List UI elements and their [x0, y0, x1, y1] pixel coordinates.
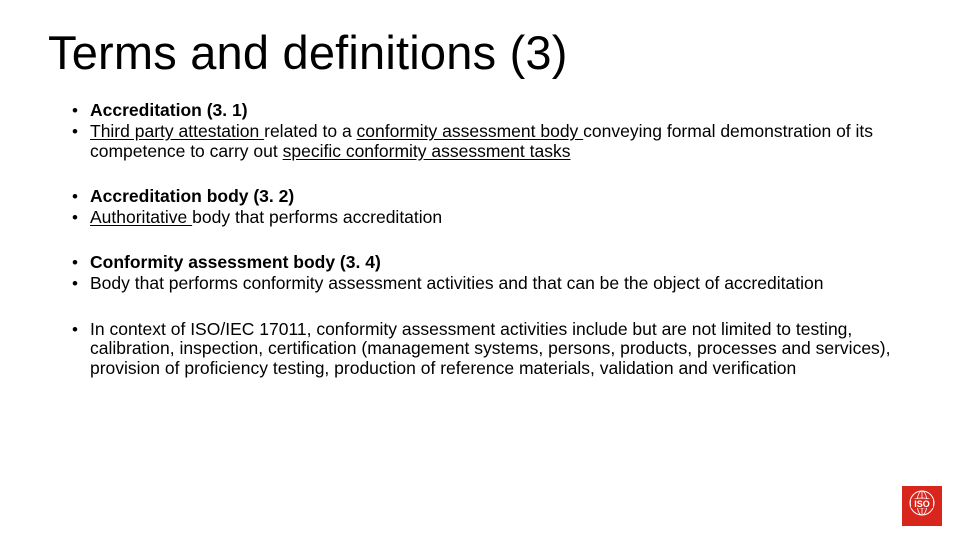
- bullet-text: Accreditation body (3. 2): [90, 187, 912, 207]
- iso-logo: ISO: [902, 486, 942, 526]
- bullet-item: •Conformity assessment body (3. 4): [72, 253, 912, 273]
- bullet-dot: •: [72, 320, 90, 339]
- bullet-text: In context of ISO/IEC 17011, conformity …: [90, 320, 912, 379]
- bullet-dot: •: [72, 187, 90, 206]
- bullet-group: •In context of ISO/IEC 17011, conformity…: [72, 320, 912, 379]
- bullet-text: Conformity assessment body (3. 4): [90, 253, 912, 273]
- bullet-item: •Authoritative body that performs accred…: [72, 208, 912, 228]
- slide-title: Terms and definitions (3): [48, 28, 912, 77]
- bullet-group: •Accreditation (3. 1)•Third party attest…: [72, 101, 912, 161]
- bullet-dot: •: [72, 253, 90, 272]
- bullet-text: Third party attestation related to a con…: [90, 122, 912, 161]
- bullet-content: •Accreditation (3. 1)•Third party attest…: [48, 101, 912, 378]
- bullet-text: Accreditation (3. 1): [90, 101, 912, 121]
- bullet-dot: •: [72, 274, 90, 293]
- bullet-dot: •: [72, 101, 90, 120]
- bullet-text: Authoritative body that performs accredi…: [90, 208, 912, 228]
- bullet-text: Body that performs conformity assessment…: [90, 274, 912, 294]
- bullet-dot: •: [72, 122, 90, 141]
- bullet-group: •Conformity assessment body (3. 4)•Body …: [72, 253, 912, 293]
- bullet-item: •Body that performs conformity assessmen…: [72, 274, 912, 294]
- bullet-item: •In context of ISO/IEC 17011, conformity…: [72, 320, 912, 379]
- svg-text:ISO: ISO: [914, 499, 930, 509]
- bullet-group: •Accreditation body (3. 2)•Authoritative…: [72, 187, 912, 227]
- bullet-item: •Third party attestation related to a co…: [72, 122, 912, 161]
- bullet-dot: •: [72, 208, 90, 227]
- bullet-item: •Accreditation (3. 1): [72, 101, 912, 121]
- slide: Terms and definitions (3) •Accreditation…: [0, 0, 960, 540]
- bullet-item: •Accreditation body (3. 2): [72, 187, 912, 207]
